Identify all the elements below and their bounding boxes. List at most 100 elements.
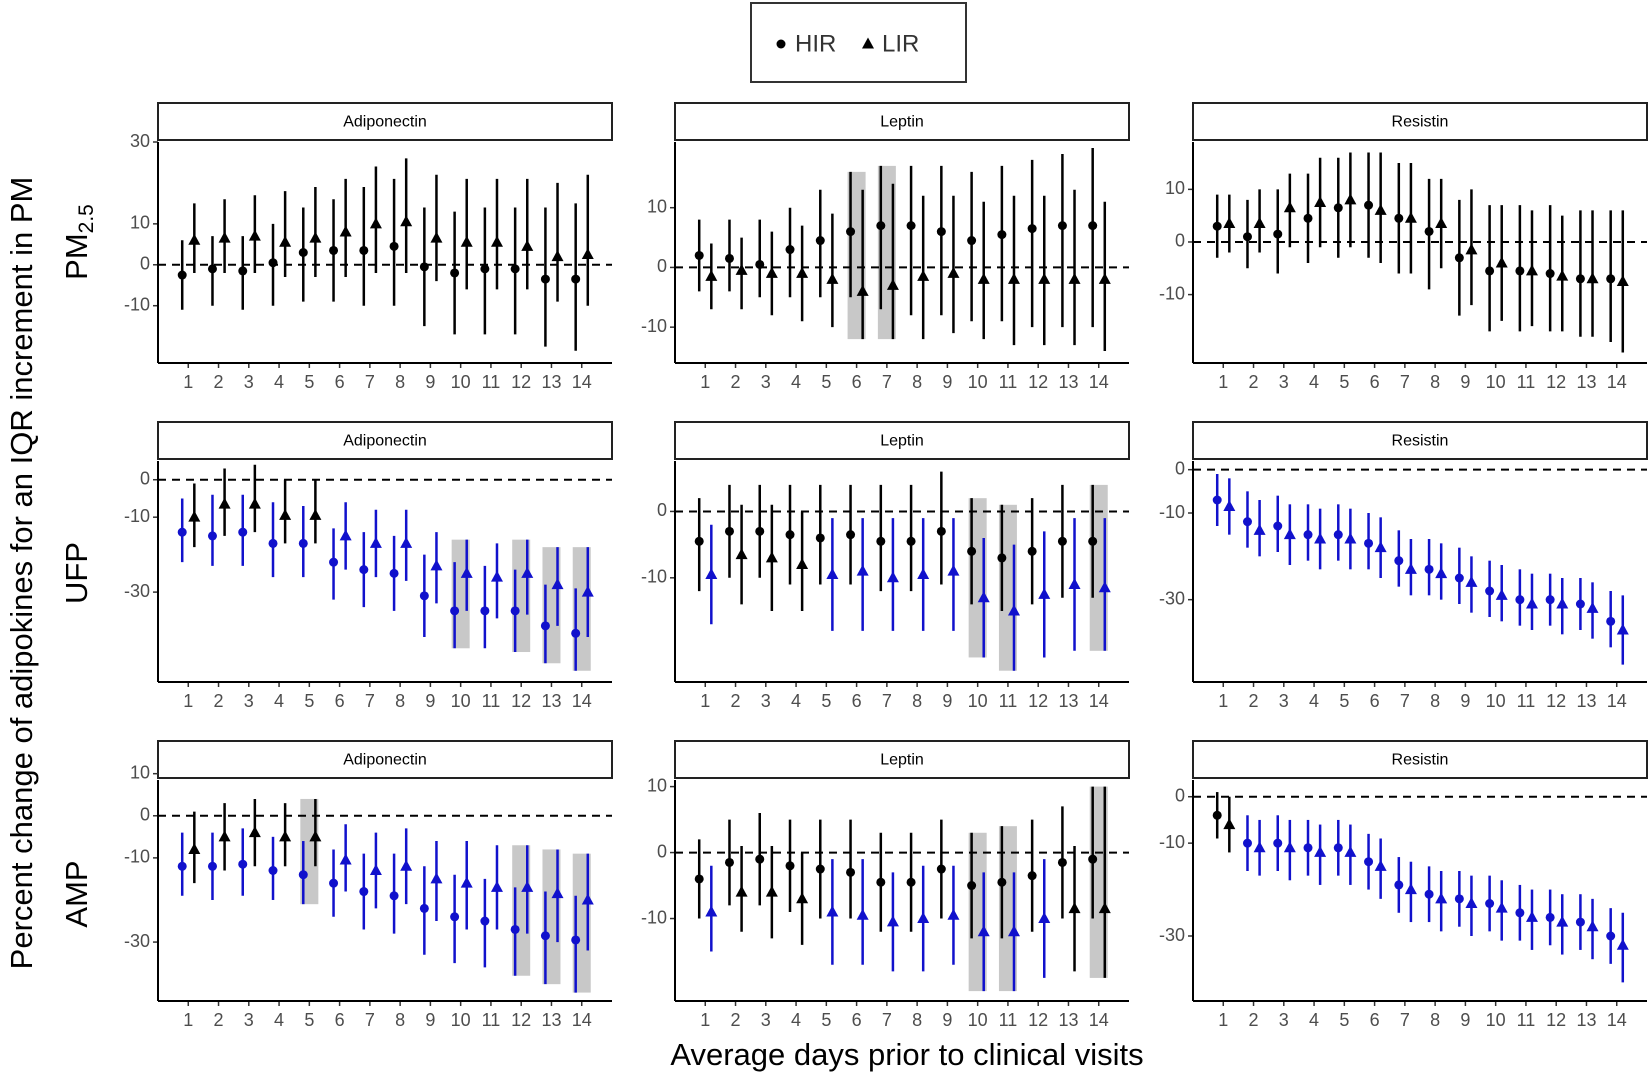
x-tick-label: 8 (1430, 691, 1440, 711)
point (917, 567, 930, 579)
point (1212, 810, 1222, 820)
point (1344, 193, 1357, 205)
x-tick-label: 8 (395, 691, 405, 711)
x-axis-title: Average days prior to clinical visits (670, 1037, 1143, 1072)
point (1027, 871, 1037, 881)
row-label: PM2.5 (59, 204, 97, 280)
point (1088, 536, 1098, 546)
point (1515, 908, 1525, 918)
point (521, 880, 534, 892)
x-tick-label: 10 (1486, 691, 1506, 711)
legend-marker (776, 39, 786, 49)
point (1404, 562, 1417, 574)
point (997, 230, 1007, 240)
point (826, 272, 839, 284)
point (490, 570, 503, 582)
x-tick-label: 12 (1028, 1010, 1048, 1030)
highlight-band (542, 849, 561, 985)
y-tick-label: 0 (657, 256, 667, 276)
x-tick-label: 10 (968, 1010, 988, 1030)
point (1485, 586, 1495, 596)
y-tick-label: 0 (657, 500, 667, 520)
point (977, 272, 990, 284)
point (1038, 587, 1051, 599)
strip (674, 740, 1130, 779)
point (369, 536, 382, 548)
point (826, 567, 839, 579)
strip (157, 421, 613, 460)
point (1273, 521, 1283, 531)
highlight-band (572, 547, 591, 671)
point (886, 915, 899, 927)
x-tick-label: 13 (1058, 691, 1078, 711)
point (1303, 843, 1313, 853)
point (1374, 541, 1387, 553)
point (1424, 564, 1434, 574)
highlight-band (847, 171, 866, 340)
point (1364, 538, 1374, 548)
point (309, 231, 322, 243)
point (1606, 274, 1616, 284)
point (268, 538, 278, 548)
point (238, 527, 248, 537)
point (1038, 912, 1051, 924)
point (1098, 902, 1111, 914)
point (359, 245, 369, 255)
y-tick-label: 0 (1175, 231, 1185, 251)
x-tick-label: 3 (761, 691, 771, 711)
point (207, 861, 217, 871)
point (846, 867, 856, 877)
point (309, 830, 322, 842)
point (177, 270, 187, 280)
point (188, 842, 201, 854)
point (389, 568, 399, 578)
y-tick-label: -10 (641, 907, 667, 927)
point (906, 536, 916, 546)
x-tick-label: 1 (700, 372, 710, 392)
x-tick-label: 1 (183, 691, 193, 711)
point (551, 887, 564, 899)
point (1374, 203, 1387, 215)
y-tick-label: 0 (657, 841, 667, 861)
point (1283, 201, 1296, 213)
row-label-text: PM (59, 233, 94, 280)
point (1027, 224, 1037, 234)
point (755, 259, 765, 269)
x-tick-label: 3 (1279, 372, 1289, 392)
point (796, 266, 809, 278)
point (1057, 857, 1067, 867)
point (694, 250, 704, 260)
x-tick-label: 5 (1339, 372, 1349, 392)
x-tick-label: 12 (511, 691, 531, 711)
point (1038, 272, 1051, 284)
x-tick-label: 11 (999, 1010, 1018, 1030)
x-tick-label: 2 (214, 691, 224, 711)
x-tick-label: 8 (912, 1010, 922, 1030)
strip (1192, 102, 1648, 141)
point (339, 853, 352, 865)
point (1495, 256, 1508, 268)
point (581, 248, 594, 260)
point (177, 861, 187, 871)
x-tick-label: 2 (731, 372, 741, 392)
highlight-band (968, 832, 987, 992)
point (1545, 912, 1555, 922)
x-tick-label: 14 (1607, 372, 1627, 392)
y-tick-label: 0 (140, 254, 150, 274)
x-tick-label: 9 (425, 691, 435, 711)
x-tick-label: 13 (1058, 372, 1078, 392)
point (510, 606, 520, 616)
point (997, 553, 1007, 563)
x-tick-label: 10 (968, 691, 988, 711)
point (1242, 232, 1252, 242)
point (694, 536, 704, 546)
x-tick-label: 3 (1279, 691, 1289, 711)
point (540, 274, 550, 284)
point (188, 233, 201, 245)
panel-title: Resistin (1392, 433, 1449, 450)
point (521, 239, 534, 251)
point (1253, 217, 1266, 229)
point (1212, 221, 1222, 231)
x-tick-label: 1 (1218, 1010, 1228, 1030)
strip (1192, 740, 1648, 779)
